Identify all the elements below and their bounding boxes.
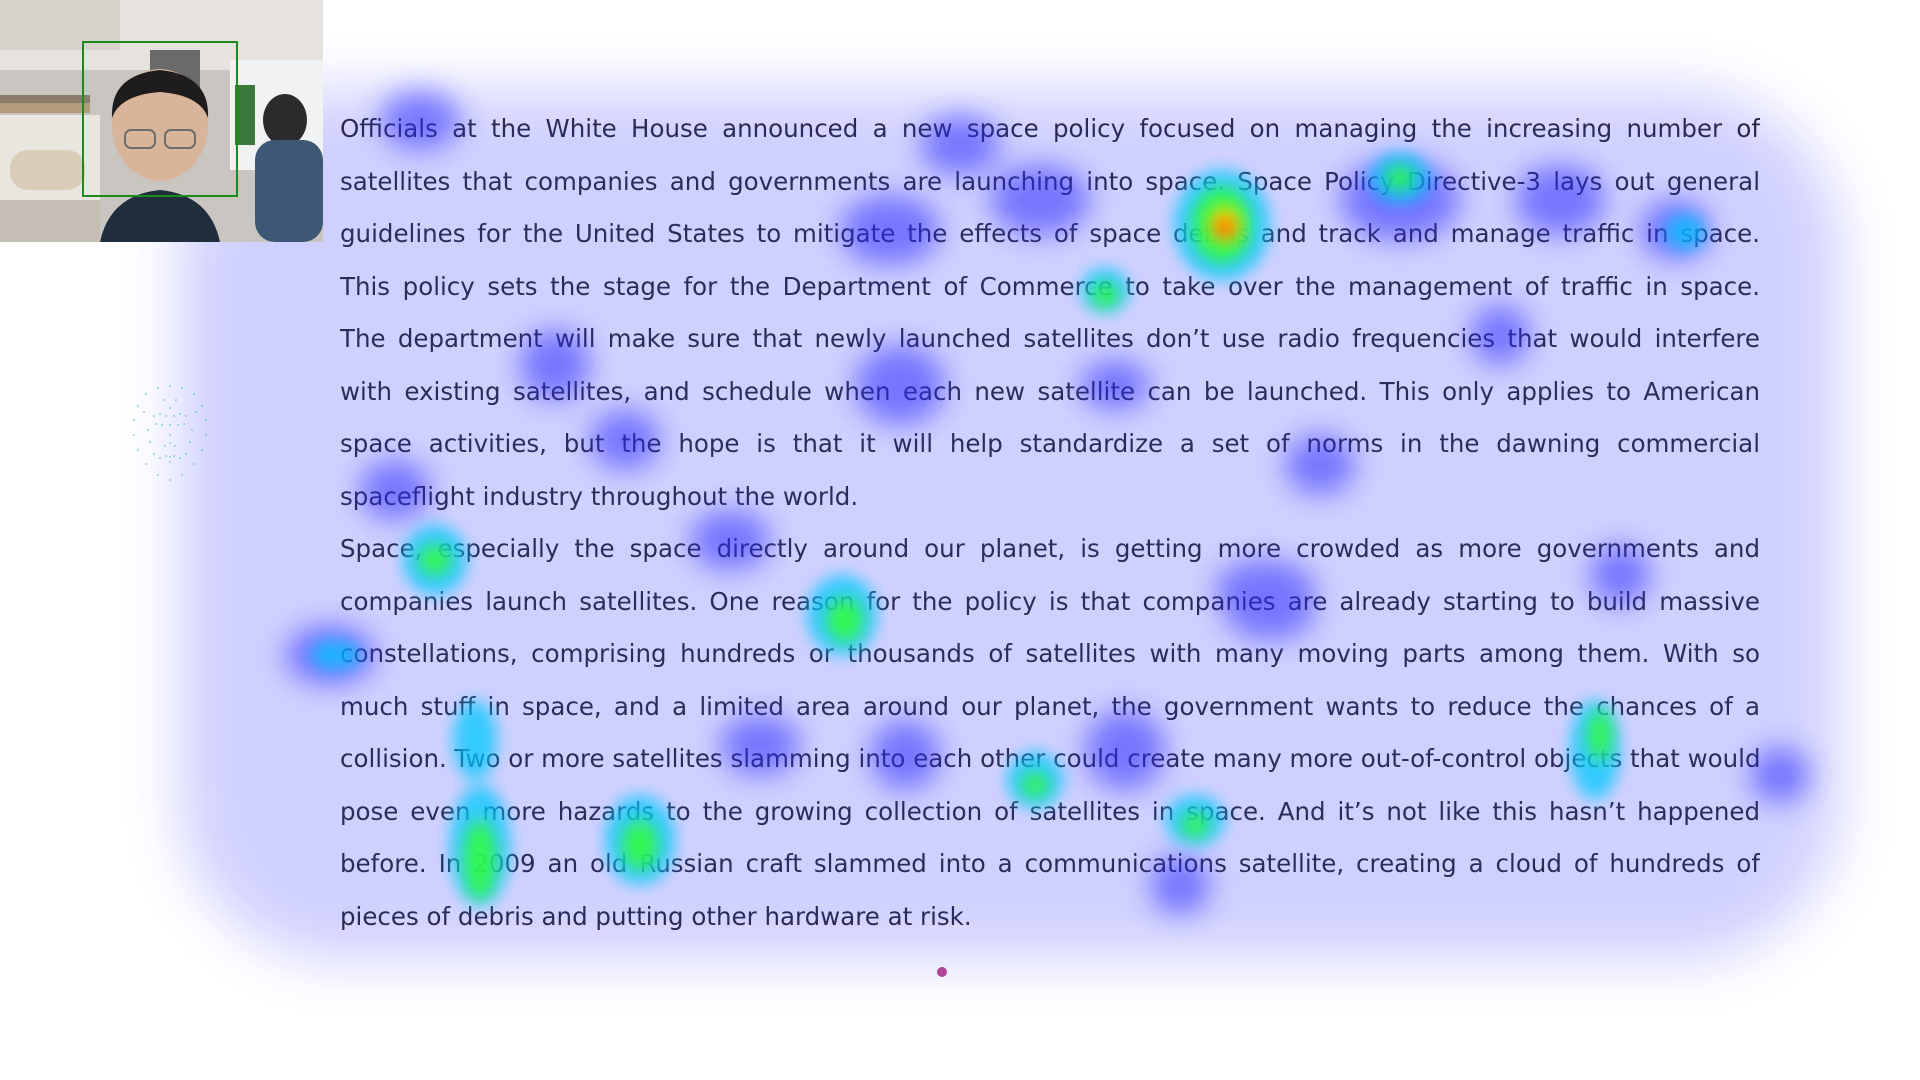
passage-line: Space, especially the space directly aro…: [340, 534, 1760, 563]
passage-line: before. In 2009 an old Russian craft sla…: [340, 849, 1760, 878]
reading-passage: Officials at the White House announced a…: [340, 103, 1760, 943]
passage-line: pieces of debris and putting other hardw…: [340, 901, 972, 931]
passage-line: The department will make sure that newly…: [340, 324, 1760, 353]
face-detection-box: [82, 41, 238, 197]
passage-line: satellites that companies and government…: [340, 166, 1760, 196]
passage-line: guidelines for the United States to miti…: [340, 219, 1760, 248]
passage-line: collision. Two or more satellites slammi…: [340, 744, 1760, 773]
face-mesh-icon: [133, 385, 207, 481]
passage-line: constellations, comprising hundreds or t…: [340, 639, 1760, 668]
passage-line: much stuff in space, and a limited area …: [340, 691, 1760, 721]
passage-line: companies launch satellites. One reason …: [340, 586, 1760, 616]
passage-line: This policy sets the stage for the Depar…: [340, 271, 1760, 301]
passage-line: with existing satellites, and schedule w…: [340, 376, 1760, 406]
passage-line: spaceflight industry throughout the worl…: [340, 481, 859, 511]
passage-line: space activities, but the hope is that i…: [340, 429, 1760, 458]
passage-line: pose even more hazards to the growing co…: [340, 796, 1760, 826]
passage-line: Officials at the White House announced a…: [340, 114, 1760, 143]
webcam-preview: [0, 0, 323, 242]
gaze-point-indicator: [937, 967, 947, 977]
